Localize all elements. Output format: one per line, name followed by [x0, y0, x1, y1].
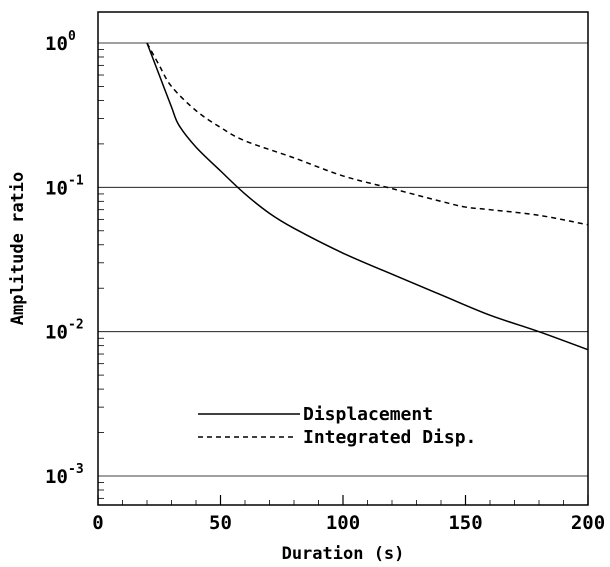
x-tick-label-2: 100 [326, 512, 360, 534]
y-axis-title: Amplitude ratio [8, 172, 28, 326]
series-line-integrated-disp [146, 42, 589, 226]
x-tick-label-0: 0 [92, 512, 103, 534]
y-tick-label-exp-3: -3 [68, 462, 84, 477]
legend-label-integrated-disp: Integrated Disp. [303, 427, 476, 448]
x-tick-label-3: 150 [448, 512, 482, 534]
x-tick-labels: 0 50 100 150 200 [92, 512, 605, 534]
y-tick-label-base-0: 10 [45, 33, 68, 55]
minor-ticks [98, 49, 104, 499]
y-tick-label-exp-1: -1 [68, 173, 84, 188]
y-tick-label-base-3: 10 [45, 466, 68, 488]
x-axis-title: Duration (s) [282, 544, 405, 564]
legend: Displacement Integrated Disp. [198, 404, 476, 448]
x-tick-label-1: 50 [209, 512, 232, 534]
series-line-displacement [146, 42, 589, 351]
legend-label-displacement: Displacement [303, 404, 433, 425]
y-tick-label-exp-0: 0 [68, 29, 76, 44]
series-lines [146, 42, 589, 351]
y-tick-label-exp-2: -2 [68, 318, 84, 333]
plot-frame [97, 11, 589, 506]
x-tick-label-4: 200 [571, 512, 605, 534]
y-tick-label-base-1: 10 [45, 177, 68, 199]
grid-lines [98, 42, 588, 477]
axis-ticks [97, 495, 589, 505]
y-tick-label-base-2: 10 [45, 322, 68, 344]
